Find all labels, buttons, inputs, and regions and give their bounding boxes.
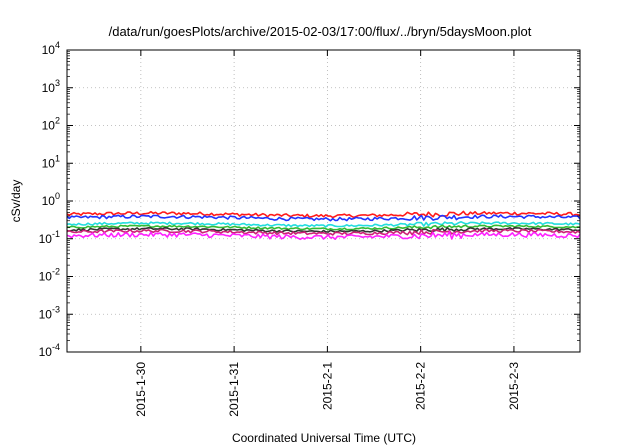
x-tick-label: 2015-2-3 bbox=[507, 362, 521, 410]
y-tick-label: 104 bbox=[42, 40, 60, 57]
series-group bbox=[66, 210, 581, 241]
x-tick-label: 2015-1-31 bbox=[227, 362, 241, 417]
y-tick-label: 102 bbox=[42, 116, 60, 133]
x-axis-label: Coordinated Universal Time (UTC) bbox=[232, 431, 416, 445]
ticks: 10-4 10-3 10-2 10-1 100 101 102 103 104 2015-1-30… bbox=[39, 40, 580, 417]
x-tick-label: 2015-1-30 bbox=[134, 362, 148, 417]
y-axis-label: cSv/day bbox=[9, 180, 23, 223]
series-line bbox=[66, 227, 581, 234]
series-line bbox=[66, 214, 581, 222]
y-tick-label: 101 bbox=[42, 153, 60, 170]
grid bbox=[67, 50, 580, 352]
series-line bbox=[66, 221, 581, 228]
y-tick-label: 10-2 bbox=[39, 267, 60, 284]
series-line bbox=[66, 231, 581, 241]
y-tick-label: 10-4 bbox=[39, 342, 60, 359]
series-line bbox=[66, 228, 581, 236]
series-line bbox=[66, 210, 581, 219]
y-tick-label: 100 bbox=[42, 191, 60, 208]
chart-title: /data/run/goesPlots/archive/2015-02-03/1… bbox=[109, 24, 532, 39]
y-tick-label: 10-3 bbox=[39, 304, 60, 321]
y-tick-label: 10-1 bbox=[39, 229, 60, 246]
y-tick-label: 103 bbox=[42, 78, 60, 95]
x-tick-label: 2015-2-2 bbox=[414, 362, 428, 410]
series-line bbox=[66, 224, 581, 231]
x-tick-label: 2015-2-1 bbox=[320, 362, 334, 410]
